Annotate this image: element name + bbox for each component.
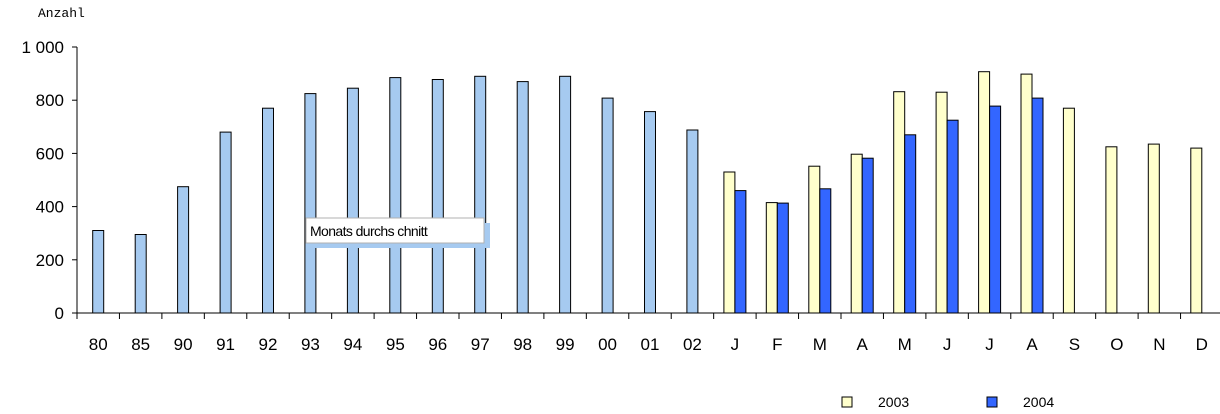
- legend-swatch-2004: [986, 396, 998, 408]
- x-tick-label: 01: [641, 335, 660, 354]
- legend-swatch-2003: [841, 396, 853, 408]
- bar-2004-month-5: [904, 134, 917, 314]
- bar-2004-month-4: [861, 157, 874, 314]
- bar-2003-month-4: [850, 153, 863, 314]
- bar-year-94: [346, 87, 359, 314]
- x-tick-label: 97: [471, 335, 490, 354]
- x-tick-label: 98: [513, 335, 532, 354]
- bar-year-80: [92, 230, 105, 314]
- bar-year-98: [516, 81, 529, 314]
- x-tick-label: M: [898, 335, 912, 354]
- bar-year-85: [134, 234, 147, 314]
- legend: 2003 2004: [841, 394, 1054, 410]
- bar-year-95: [389, 77, 402, 314]
- bar-2003-month-9: [1062, 107, 1075, 314]
- legend-label-2004: 2004: [1023, 394, 1054, 410]
- bar-year-92: [262, 107, 274, 314]
- x-tick-label: 91: [216, 335, 235, 354]
- y-tick-label: 400: [36, 198, 64, 217]
- x-tick-label: 02: [683, 335, 702, 354]
- bar-2003-month-12: [1190, 147, 1203, 314]
- x-tick-label: J: [985, 335, 994, 354]
- x-tick-label: 93: [301, 335, 320, 354]
- y-tick-label: 800: [36, 91, 64, 110]
- x-tick-label: O: [1110, 335, 1123, 354]
- y-axis-label: Anzahl: [38, 6, 85, 21]
- x-tick-label: D: [1196, 335, 1208, 354]
- bar-year-93: [304, 93, 317, 314]
- x-tick-label: A: [857, 335, 869, 354]
- bar-year-90: [177, 186, 190, 314]
- x-tick-label: 95: [386, 335, 405, 354]
- bar-year-91: [219, 131, 232, 314]
- bar-2003-month-6: [935, 91, 948, 314]
- axes-group: [72, 46, 1220, 319]
- bar-2003-month-3: [808, 165, 821, 314]
- bar-year-02: [686, 129, 699, 314]
- bar-2003-month-7: [978, 71, 991, 314]
- bar-2003-month-1: [723, 171, 736, 314]
- x-tick-label: 96: [428, 335, 447, 354]
- x-tick-label: 99: [556, 335, 575, 354]
- bar-2003-month-8: [1020, 73, 1033, 314]
- x-tick-label: A: [1026, 335, 1038, 354]
- x-tick-label: 94: [343, 335, 362, 354]
- annotation-box: [305, 217, 485, 244]
- bar-2003-month-2: [765, 202, 778, 314]
- bar-2004-month-7: [989, 105, 1002, 314]
- bar-2003-month-5: [893, 91, 906, 314]
- bar-2003-month-11: [1147, 143, 1160, 314]
- bar-2004-month-6: [946, 119, 959, 314]
- bars-group: [92, 71, 1203, 314]
- bar-2004-month-8: [1031, 97, 1044, 314]
- bar-2003-month-10: [1105, 146, 1118, 314]
- x-tick-label: 00: [598, 335, 617, 354]
- x-tick-label: 85: [131, 335, 150, 354]
- x-tick-label: S: [1069, 335, 1080, 354]
- bar-year-97: [474, 75, 487, 314]
- bar-2004-month-2: [776, 202, 789, 314]
- bar-year-00: [601, 97, 614, 314]
- x-tick-label: J: [943, 335, 952, 354]
- x-tick-label: 80: [89, 335, 108, 354]
- x-tick-label: 90: [174, 335, 193, 354]
- bar-2004-month-3: [819, 188, 832, 314]
- x-tick-label: J: [731, 335, 740, 354]
- annotation-group: Monats durchs chnitt: [305, 217, 490, 248]
- y-tick-label: 1 000: [21, 38, 64, 57]
- y-tick-label: 0: [55, 304, 64, 323]
- y-tick-label: 200: [36, 251, 64, 270]
- bar-year-01: [644, 111, 656, 314]
- bar-year-99: [559, 75, 572, 314]
- bar-2004-month-1: [734, 190, 747, 314]
- x-tick-label: 92: [259, 335, 278, 354]
- x-tick-label: F: [772, 335, 782, 354]
- y-tick-label: 600: [36, 144, 64, 163]
- x-tick-label: M: [813, 335, 827, 354]
- bar-year-96: [431, 79, 444, 314]
- annotation-label: Monats durchs chnitt: [310, 223, 428, 239]
- x-tick-label: N: [1153, 335, 1165, 354]
- legend-label-2003: 2003: [878, 394, 909, 410]
